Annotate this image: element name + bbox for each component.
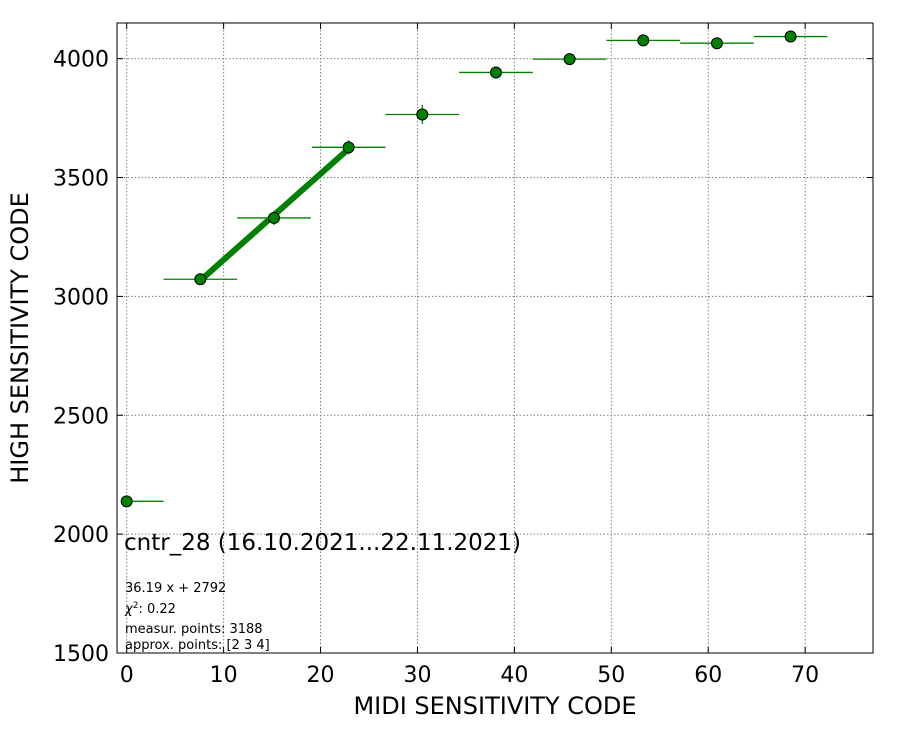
data-point	[268, 211, 281, 224]
annotation-chi-squared: χ2: 0.22	[124, 601, 176, 617]
data-point	[784, 30, 797, 43]
x-tick-label: 0	[120, 663, 134, 688]
y-tick-label: 1500	[53, 642, 109, 667]
y-tick-label: 3000	[53, 285, 109, 310]
x-tick-label: 30	[403, 663, 431, 688]
data-point	[563, 53, 576, 66]
grid-lines	[117, 23, 873, 654]
data-point	[637, 34, 650, 47]
y-axis-label: HIGH SENSITIVITY CODE	[6, 192, 34, 484]
plot-frame	[116, 22, 874, 654]
data-point	[342, 141, 355, 154]
x-tick-label: 70	[791, 663, 819, 688]
annotation-fit-equation: 36.19 x + 2792	[125, 581, 226, 596]
data-point	[194, 273, 207, 286]
y-tick-label: 3500	[53, 167, 109, 192]
y-tick-label: 4000	[53, 48, 109, 73]
data-point	[489, 66, 502, 79]
data-point	[416, 108, 429, 121]
axis-ticks: 0 10 20 30 40 50 60 70 1500 2000 2500 3000 3500 4000	[53, 23, 873, 688]
x-tick-label: 10	[210, 663, 238, 688]
y-tick-label: 2000	[53, 523, 109, 548]
x-tick-label: 20	[307, 663, 335, 688]
y-tick-label: 2500	[53, 404, 109, 429]
annotation-approx-points: approx. points: [2 3 4]	[125, 638, 270, 653]
x-tick-label: 50	[597, 663, 625, 688]
data-point	[120, 495, 133, 508]
annotation-title: cntr_28 (16.10.2021...22.11.2021)	[124, 530, 521, 556]
x-tick-label: 40	[500, 663, 528, 688]
data-layer	[120, 30, 828, 508]
annotation-measured-points: measur. points: 3188	[125, 622, 263, 637]
x-tick-label: 60	[694, 663, 722, 688]
data-point	[710, 37, 723, 50]
x-axis-label: MIDI SENSITIVITY CODE	[353, 692, 636, 720]
